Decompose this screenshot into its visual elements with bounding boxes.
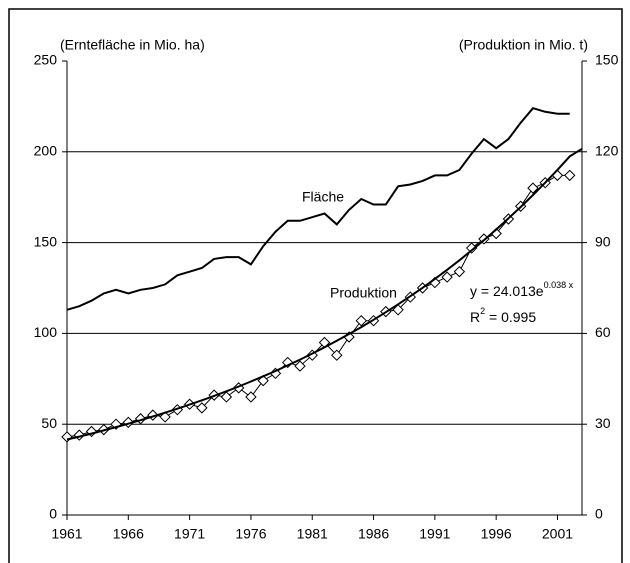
x-tick-label: 2001 (542, 526, 573, 542)
data-point (331, 349, 343, 361)
data-point (196, 402, 208, 414)
data-point (220, 391, 233, 403)
y2-tick-label: 30 (595, 415, 611, 431)
x-tick-label: 1986 (358, 526, 389, 542)
data-point (355, 314, 367, 327)
data-point (441, 271, 453, 283)
series-line (66, 147, 583, 441)
x-tick-label: 1971 (174, 526, 205, 542)
data-point (257, 374, 269, 387)
series-line (66, 107, 570, 311)
y-tick-label: 0 (49, 506, 57, 522)
data-point (453, 265, 466, 278)
frame (8, 8, 623, 563)
x-tick-label: 1961 (51, 526, 82, 542)
data-point (134, 413, 147, 425)
y-tick-label: 100 (34, 324, 58, 340)
equation: y = 24.013e0.038 x (470, 280, 574, 298)
equation-exponent: 0.038 x (544, 280, 574, 290)
y-tick-label: 250 (34, 52, 58, 68)
data-point (159, 411, 171, 423)
y2-axis-label: (Produktion in Mio. t) (459, 37, 588, 53)
series-label: Produktion (330, 285, 397, 301)
equation-base: y = 24.013e (470, 283, 544, 299)
y2-tick-label: 90 (595, 233, 611, 249)
data-point (147, 409, 159, 421)
data-point (551, 169, 564, 182)
data-point (527, 182, 539, 194)
r-squared: R2 = 0.995 (470, 306, 536, 324)
x-tick-label: 1991 (419, 526, 450, 542)
y2-tick-label: 120 (595, 143, 619, 159)
y-tick-label: 150 (34, 233, 58, 249)
x-tick-label: 1981 (297, 526, 328, 542)
y-axis-label: (Erntefläche in Mio. ha) (60, 37, 205, 53)
r2-rest: = 0.995 (485, 309, 536, 325)
r2-base: R (470, 309, 480, 325)
x-tick-label: 1976 (235, 526, 266, 542)
data-point (110, 418, 122, 430)
data-point (392, 304, 404, 316)
data-point (294, 360, 306, 372)
data-point (61, 431, 73, 443)
y2-tick-label: 0 (595, 506, 603, 522)
x-tick-label: 1966 (113, 526, 144, 542)
data-point (245, 391, 257, 403)
r2-exponent: 2 (480, 306, 485, 316)
y-tick-label: 50 (41, 415, 57, 431)
x-tick-label: 1996 (481, 526, 512, 542)
y2-tick-label: 60 (595, 324, 611, 340)
y2-tick-label: 150 (595, 52, 619, 68)
series-label: Fläche (302, 189, 344, 205)
data-point (564, 169, 576, 182)
y-tick-label: 200 (34, 143, 58, 159)
